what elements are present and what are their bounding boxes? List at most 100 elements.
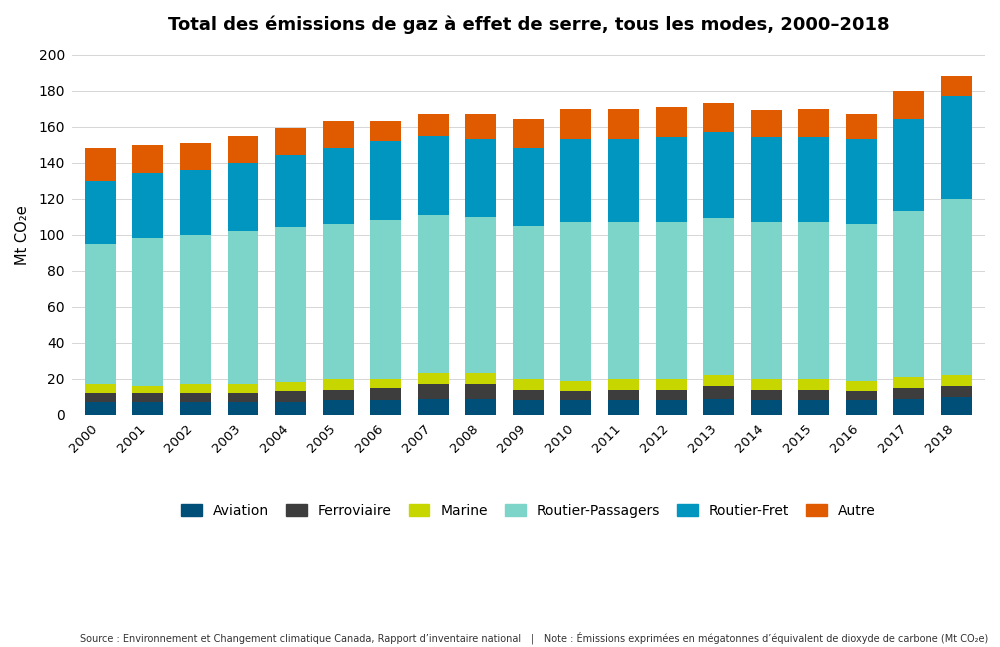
Bar xyxy=(465,399,496,415)
Bar xyxy=(513,119,544,148)
Bar xyxy=(608,222,639,378)
Bar xyxy=(370,141,401,220)
Bar xyxy=(798,137,829,222)
Bar xyxy=(703,386,734,399)
Bar xyxy=(560,391,591,400)
Bar xyxy=(703,375,734,386)
Bar xyxy=(323,148,354,224)
Bar xyxy=(275,128,306,155)
Bar xyxy=(228,136,258,162)
Bar xyxy=(323,224,354,378)
Bar xyxy=(893,399,924,415)
Bar xyxy=(751,378,782,389)
Bar xyxy=(513,226,544,378)
Y-axis label: Mt CO₂e: Mt CO₂e xyxy=(15,205,30,265)
Bar xyxy=(656,400,687,415)
Legend: Aviation, Ferroviaire, Marine, Routier-Passagers, Routier-Fret, Autre: Aviation, Ferroviaire, Marine, Routier-P… xyxy=(176,498,881,523)
Bar xyxy=(846,380,877,391)
Bar xyxy=(275,391,306,402)
Bar xyxy=(941,397,972,415)
Bar xyxy=(228,162,258,231)
Bar xyxy=(798,389,829,400)
Bar xyxy=(560,400,591,415)
Bar xyxy=(180,402,211,415)
Bar xyxy=(323,121,354,148)
Bar xyxy=(85,393,116,402)
Bar xyxy=(418,384,449,399)
Bar xyxy=(798,222,829,378)
Bar xyxy=(893,119,924,211)
Bar xyxy=(846,400,877,415)
Bar xyxy=(85,244,116,384)
Bar xyxy=(228,402,258,415)
Bar xyxy=(751,389,782,400)
Bar xyxy=(941,199,972,375)
Bar xyxy=(656,137,687,222)
Bar xyxy=(180,384,211,393)
Bar xyxy=(751,400,782,415)
Bar xyxy=(418,373,449,384)
Bar xyxy=(513,378,544,389)
Bar xyxy=(608,109,639,139)
Bar xyxy=(656,107,687,137)
Bar xyxy=(846,114,877,139)
Bar xyxy=(751,137,782,222)
Bar xyxy=(751,111,782,137)
Text: Source : Environnement et Changement climatique Canada, Rapport d’inventaire nat: Source : Environnement et Changement cli… xyxy=(80,631,988,644)
Bar xyxy=(608,378,639,389)
Bar xyxy=(941,76,972,96)
Bar xyxy=(893,91,924,119)
Bar xyxy=(132,238,163,386)
Bar xyxy=(85,384,116,393)
Bar xyxy=(418,136,449,215)
Bar xyxy=(751,222,782,378)
Bar xyxy=(465,384,496,399)
Bar xyxy=(941,375,972,386)
Bar xyxy=(323,389,354,400)
Bar xyxy=(418,399,449,415)
Bar xyxy=(370,121,401,141)
Bar xyxy=(513,400,544,415)
Bar xyxy=(846,224,877,380)
Bar xyxy=(656,389,687,400)
Bar xyxy=(85,402,116,415)
Bar xyxy=(180,170,211,235)
Bar xyxy=(608,400,639,415)
Bar xyxy=(275,228,306,382)
Bar xyxy=(418,215,449,373)
Bar xyxy=(703,219,734,375)
Bar xyxy=(370,378,401,388)
Bar xyxy=(513,148,544,226)
Bar xyxy=(132,402,163,415)
Bar xyxy=(180,143,211,170)
Bar xyxy=(370,388,401,400)
Bar xyxy=(608,139,639,222)
Bar xyxy=(893,388,924,399)
Bar xyxy=(465,373,496,384)
Bar xyxy=(798,378,829,389)
Bar xyxy=(85,181,116,244)
Bar xyxy=(180,393,211,402)
Bar xyxy=(941,96,972,199)
Bar xyxy=(370,400,401,415)
Bar xyxy=(275,382,306,391)
Bar xyxy=(465,114,496,139)
Bar xyxy=(513,389,544,400)
Bar xyxy=(132,393,163,402)
Bar xyxy=(85,148,116,181)
Bar xyxy=(798,400,829,415)
Bar xyxy=(132,144,163,173)
Bar xyxy=(656,378,687,389)
Bar xyxy=(228,231,258,384)
Bar xyxy=(560,109,591,139)
Bar xyxy=(180,235,211,384)
Bar xyxy=(370,220,401,378)
Bar xyxy=(941,386,972,397)
Bar xyxy=(703,399,734,415)
Bar xyxy=(228,393,258,402)
Bar xyxy=(132,386,163,393)
Bar xyxy=(656,222,687,378)
Bar xyxy=(228,384,258,393)
Bar xyxy=(132,173,163,238)
Bar xyxy=(465,139,496,217)
